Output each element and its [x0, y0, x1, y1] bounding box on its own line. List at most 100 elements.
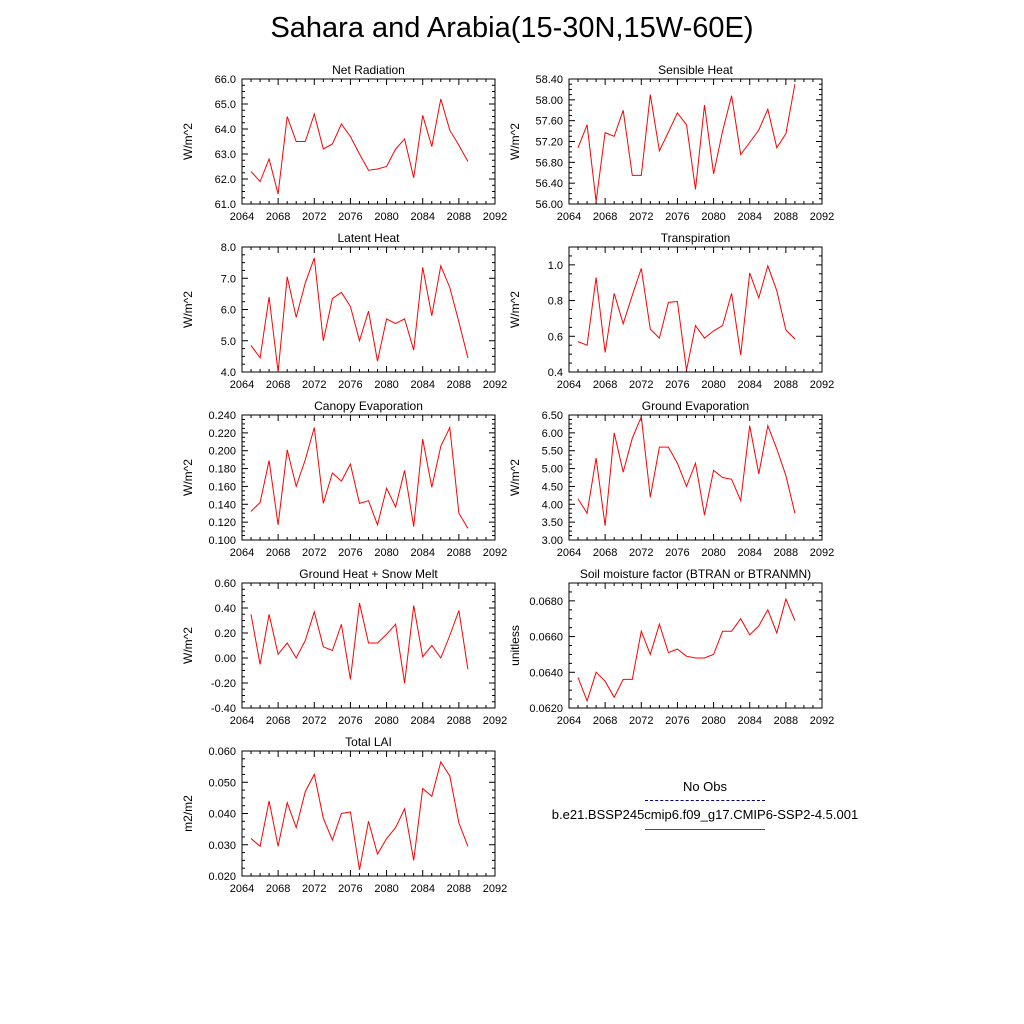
y-tick-label: 0.140 — [208, 499, 236, 511]
y-tick-label: 64.0 — [215, 124, 236, 136]
x-tick-label: 2064 — [230, 547, 254, 559]
y-tick-label: 0.020 — [208, 871, 236, 883]
x-tick-label: 2088 — [447, 379, 471, 391]
x-tick-label: 2064 — [230, 211, 254, 223]
y-tick-label: 0.050 — [208, 777, 236, 789]
x-tick-label: 2080 — [701, 715, 725, 727]
x-tick-label: 2076 — [338, 211, 362, 223]
y-tick-label: 57.60 — [535, 116, 563, 128]
y-tick-label: 0.060 — [208, 746, 236, 758]
y-tick-label: 56.00 — [535, 199, 563, 211]
series-line — [577, 264, 796, 371]
x-tick-label: 2064 — [557, 547, 581, 559]
series-line — [250, 98, 469, 195]
x-tick-label: 2076 — [338, 883, 362, 895]
x-tick-label: 2076 — [338, 547, 362, 559]
x-tick-label: 2072 — [302, 379, 326, 391]
y-tick-label: 5.00 — [542, 464, 563, 476]
y-tick-label: 58.00 — [535, 95, 563, 107]
series-line — [250, 760, 469, 870]
plot-frame — [568, 246, 823, 373]
x-tick-label: 2084 — [737, 211, 761, 223]
x-tick-label: 2076 — [665, 211, 689, 223]
plot-frame — [241, 414, 496, 541]
x-tick-label: 2084 — [737, 547, 761, 559]
x-tick-label: 2084 — [410, 883, 434, 895]
x-tick-label: 2084 — [410, 379, 434, 391]
panel-title: Total LAI — [345, 735, 392, 749]
x-tick-label: 2088 — [774, 211, 798, 223]
plot-frame — [568, 414, 823, 541]
x-tick-label: 2088 — [774, 379, 798, 391]
x-tick-label: 2068 — [266, 883, 290, 895]
x-tick-label: 2088 — [447, 715, 471, 727]
y-tick-label: 6.0 — [221, 305, 236, 317]
page-title: Sahara and Arabia(15-30N,15W-60E) — [270, 12, 754, 44]
y-axis-label: W/m^2 — [181, 123, 195, 160]
x-tick-label: 2080 — [374, 211, 398, 223]
panel-2: Sensible Heat W/m^2 2064 2068 2072 2076 2080 20… — [508, 63, 834, 223]
panel-title: Net Radiation — [332, 63, 405, 77]
x-tick-label: 2080 — [374, 715, 398, 727]
x-tick-label: 2084 — [410, 211, 434, 223]
y-tick-label: 4.0 — [221, 367, 236, 379]
y-axis-label: W/m^2 — [181, 291, 195, 328]
x-tick-label: 2080 — [374, 379, 398, 391]
y-tick-label: 0.200 — [208, 446, 236, 458]
x-tick-label: 2092 — [483, 211, 507, 223]
y-tick-label: -0.40 — [211, 703, 236, 715]
panel-3: Latent Heat W/m^2 2064 2068 2072 2076 2080 2084… — [181, 231, 507, 391]
y-tick-label: 0.8 — [548, 296, 563, 308]
y-tick-label: 0.100 — [208, 535, 236, 547]
legend-model-label: b.e21.BSSP245cmip6.f09_g17.CMIP6-SSP2-4.… — [551, 807, 859, 822]
panel-5: Canopy Evaporation W/m^2 2064 2068 2072 2076 2… — [181, 399, 507, 559]
series-line — [577, 597, 796, 703]
y-tick-label: 62.0 — [215, 174, 236, 186]
y-tick-label: 65.0 — [215, 99, 236, 111]
panel-title: Soil moisture factor (BTRAN or BTRANMN) — [580, 567, 811, 581]
x-tick-label: 2084 — [737, 379, 761, 391]
panel-6: Ground Evaporation W/m^2 2064 2068 2072 2076 2… — [508, 399, 834, 559]
y-tick-label: 0.240 — [208, 410, 236, 422]
y-tick-label: 0.4 — [548, 367, 563, 379]
x-tick-label: 2092 — [483, 883, 507, 895]
panel-title: Latent Heat — [337, 231, 400, 245]
y-tick-label: 0.0680 — [529, 596, 563, 608]
series-line — [250, 257, 469, 373]
plot-frame — [241, 582, 496, 709]
x-tick-label: 2076 — [338, 379, 362, 391]
panel-title: Sensible Heat — [658, 63, 733, 77]
y-tick-label: 5.50 — [542, 446, 563, 458]
x-tick-label: 2072 — [629, 379, 653, 391]
y-axis-label: m2/m2 — [181, 795, 195, 832]
x-tick-label: 2088 — [774, 547, 798, 559]
x-tick-label: 2092 — [810, 211, 834, 223]
x-tick-label: 2068 — [266, 211, 290, 223]
x-tick-label: 2084 — [737, 715, 761, 727]
x-tick-label: 2064 — [557, 715, 581, 727]
x-tick-label: 2080 — [701, 547, 725, 559]
x-tick-label: 2084 — [410, 715, 434, 727]
y-tick-label: 0.030 — [208, 840, 236, 852]
x-tick-label: 2068 — [593, 211, 617, 223]
y-tick-label: 0.40 — [215, 603, 236, 615]
x-tick-label: 2068 — [593, 715, 617, 727]
y-tick-label: 56.40 — [535, 178, 563, 190]
x-tick-label: 2088 — [447, 883, 471, 895]
y-tick-label: 6.50 — [542, 410, 563, 422]
panel-title: Ground Evaporation — [642, 399, 749, 413]
y-tick-label: 0.00 — [215, 653, 236, 665]
x-tick-label: 2064 — [230, 715, 254, 727]
x-tick-label: 2092 — [810, 547, 834, 559]
x-tick-label: 2072 — [302, 211, 326, 223]
x-tick-label: 2072 — [302, 547, 326, 559]
y-tick-label: 63.0 — [215, 149, 236, 161]
x-tick-label: 2064 — [230, 379, 254, 391]
y-tick-label: 5.0 — [221, 336, 236, 348]
y-tick-label: 4.50 — [542, 481, 563, 493]
y-tick-label: 7.0 — [221, 273, 236, 285]
x-tick-label: 2092 — [810, 715, 834, 727]
x-tick-label: 2072 — [629, 547, 653, 559]
x-tick-label: 2064 — [230, 883, 254, 895]
x-tick-label: 2088 — [447, 211, 471, 223]
